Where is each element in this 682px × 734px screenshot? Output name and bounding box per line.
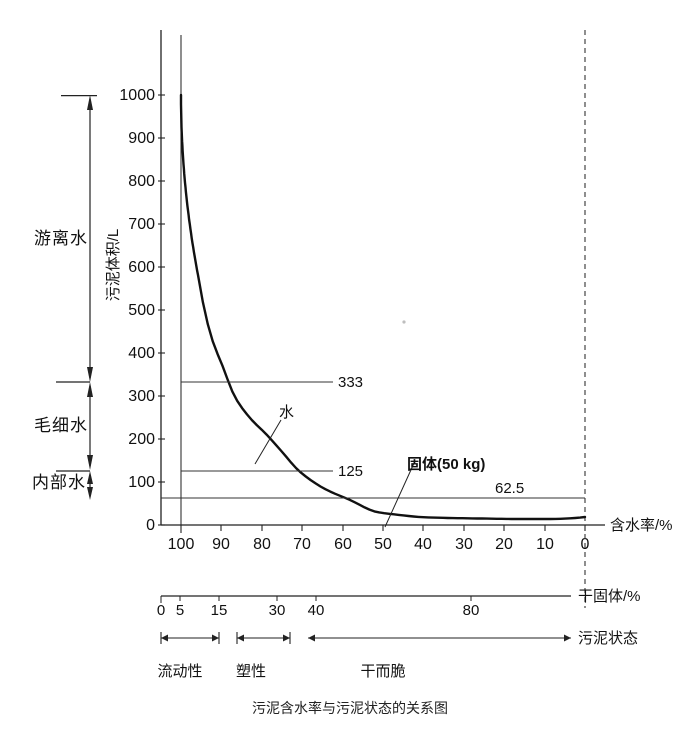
- svg-text:15: 15: [211, 602, 228, 619]
- svg-text:塑性: 塑性: [236, 663, 266, 680]
- svg-text:600: 600: [128, 259, 155, 276]
- svg-text:50: 50: [374, 536, 392, 553]
- svg-text:30: 30: [269, 602, 286, 619]
- svg-text:游离水: 游离水: [34, 229, 88, 248]
- svg-text:900: 900: [128, 130, 155, 147]
- svg-text:200: 200: [128, 431, 155, 448]
- svg-text:70: 70: [293, 536, 311, 553]
- svg-text:10: 10: [536, 536, 554, 553]
- svg-text:污泥含水率与污泥状态的关系图: 污泥含水率与污泥状态的关系图: [252, 700, 448, 716]
- svg-text:333: 333: [338, 374, 363, 391]
- svg-text:水: 水: [279, 404, 294, 421]
- svg-text:100: 100: [128, 474, 155, 491]
- svg-text:毛细水: 毛细水: [34, 416, 88, 435]
- svg-text:125: 125: [338, 463, 363, 480]
- svg-text:干而脆: 干而脆: [360, 662, 405, 680]
- svg-text:62.5: 62.5: [495, 480, 524, 497]
- svg-text:500: 500: [128, 302, 155, 319]
- svg-text:800: 800: [128, 173, 155, 190]
- svg-text:700: 700: [128, 216, 155, 233]
- svg-text:40: 40: [414, 536, 432, 553]
- svg-text:100: 100: [168, 536, 195, 553]
- svg-text:60: 60: [334, 536, 352, 553]
- svg-text:20: 20: [495, 536, 513, 553]
- svg-text:0: 0: [157, 602, 165, 619]
- svg-text:1000: 1000: [119, 87, 155, 104]
- svg-text:污泥状态: 污泥状态: [578, 630, 638, 647]
- svg-text:5: 5: [176, 602, 184, 619]
- svg-text:80: 80: [463, 602, 480, 619]
- svg-text:污泥体积/L: 污泥体积/L: [105, 229, 122, 302]
- svg-text:40: 40: [308, 602, 325, 619]
- svg-text:80: 80: [253, 536, 271, 553]
- svg-text:30: 30: [455, 536, 473, 553]
- svg-text:400: 400: [128, 345, 155, 362]
- svg-text:90: 90: [212, 536, 230, 553]
- svg-text:固体(50 kg): 固体(50 kg): [407, 456, 485, 473]
- svg-text:内部水: 内部水: [32, 473, 86, 492]
- svg-text:干固体/%: 干固体/%: [578, 588, 641, 605]
- svg-text:流动性: 流动性: [157, 663, 202, 680]
- svg-text:0: 0: [146, 517, 155, 534]
- svg-text:含水率/%: 含水率/%: [610, 517, 673, 534]
- svg-text:300: 300: [128, 388, 155, 405]
